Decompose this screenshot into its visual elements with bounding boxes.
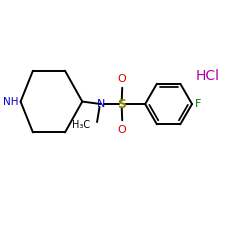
Text: F: F: [195, 99, 201, 109]
Text: NH: NH: [3, 96, 18, 106]
Text: O: O: [118, 124, 126, 134]
Text: H₃C: H₃C: [72, 120, 90, 130]
Text: O: O: [118, 74, 126, 84]
Text: S: S: [117, 98, 126, 110]
Text: HCl: HCl: [196, 69, 220, 83]
Text: N: N: [96, 99, 105, 109]
